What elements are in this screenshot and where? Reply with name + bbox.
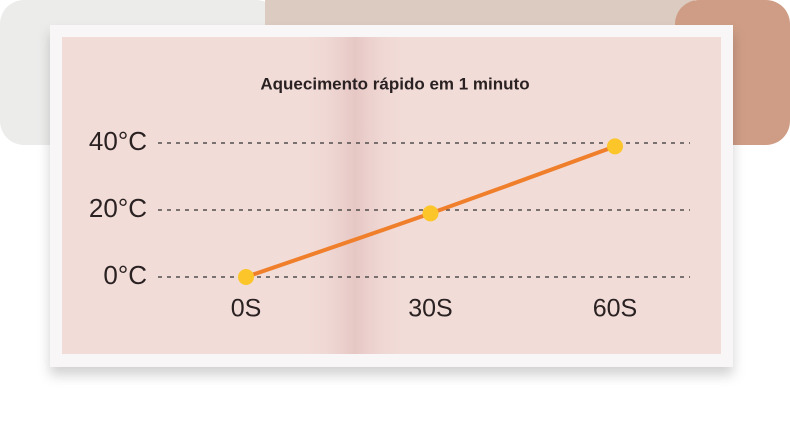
y-tick-label: 0°C [103,260,147,290]
x-tick-label: 60S [593,295,637,323]
point [607,138,623,155]
x-tick-label: 0S [231,295,262,323]
point [238,269,254,285]
chart-title: Aquecimento rápido em 1 minuto [260,74,529,93]
y-tick-label: 40°C [89,126,147,156]
y-tick-label: 20°C [89,193,147,223]
panel-shade [300,37,410,354]
x-tick-label: 30S [408,295,452,323]
point [422,205,439,222]
